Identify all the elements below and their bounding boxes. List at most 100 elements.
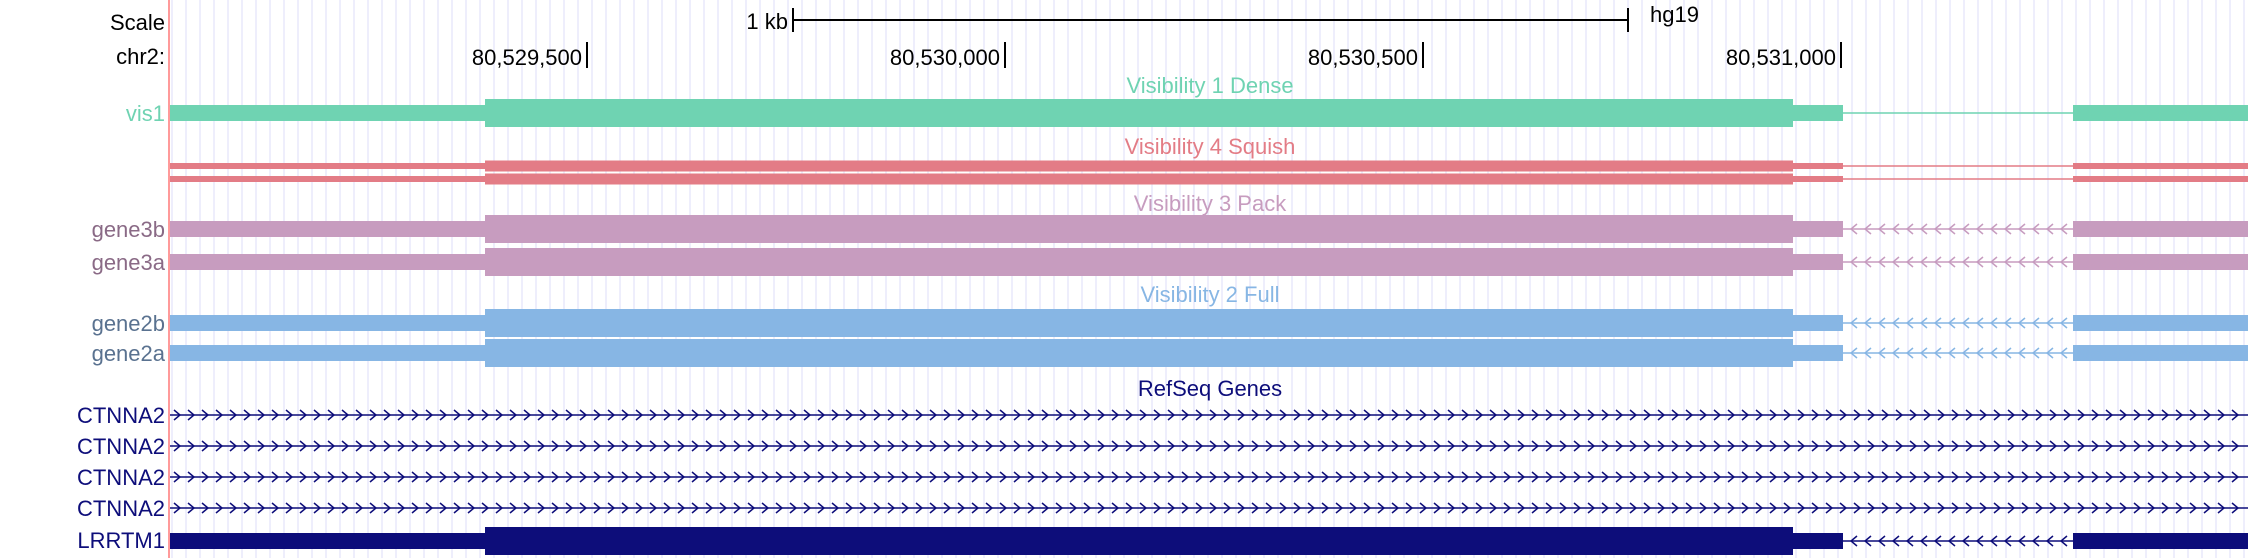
ctnna2-strand-arrow [201,409,210,421]
ctnna2-strand-arrow [215,471,224,483]
ctnna2-strand-arrow [1195,471,1204,483]
ctnna2-strand-arrow [1713,471,1722,483]
ctnna2-strand-arrow [635,502,644,514]
gene3b-feature-strand-arrow [2017,223,2026,235]
track-title-vis3[interactable]: Visibility 3 Pack [1133,191,1287,216]
gene-label-ctnna2[interactable]: CTNNA2 [76,465,165,490]
ctnna2-strand-arrow [1881,471,1890,483]
gene2a-feature-strand-arrow [2059,347,2068,359]
ctnna2-strand-arrow [1363,409,1372,421]
ctnna2-strand-arrow [1587,409,1596,421]
ctnna2-strand-arrow [929,502,938,514]
ctnna2-strand-arrow [1741,502,1750,514]
ctnna2-strand-arrow [1895,502,1904,514]
ctnna2-strand-arrow [607,471,616,483]
gene3a-feature-strand-arrow [1947,256,1956,268]
track-label-vis1[interactable]: vis1 [125,101,165,126]
ctnna2-strand-arrow [887,409,896,421]
gene3a-feature-strand-arrow [1877,256,1886,268]
ctnna2-strand-arrow [761,502,770,514]
track-title-refseq[interactable]: RefSeq Genes [1137,376,1283,401]
ctnna2-strand-arrow [1531,471,1540,483]
ctnna2-strand-arrow [425,471,434,483]
ctnna2-strand-arrow [481,471,490,483]
ctnna2-strand-arrow [383,409,392,421]
gene-label-ctnna2[interactable]: CTNNA2 [76,496,165,521]
gene3b-feature-strand-arrow [1905,223,1914,235]
ctnna2-strand-arrow [1993,409,2002,421]
gene-label-ctnna2[interactable]: CTNNA2 [76,434,165,459]
track-title-vis4[interactable]: Visibility 4 Squish [1124,134,1296,159]
ruler[interactable]: 1 kb hg19 80,529,500 80,530,000 80,530,5… [0,0,2250,80]
ctnna2-strand-arrow [299,502,308,514]
ctnna2-strand-arrow [1209,440,1218,452]
ctnna2-strand-arrow [1993,502,2002,514]
ctnna2-strand-arrow [187,409,196,421]
ctnna2-strand-arrow [1755,440,1764,452]
ctnna2-strand-arrow [2077,440,2086,452]
gene-label-gene2a[interactable]: gene2a [91,341,165,366]
track-title-vis2[interactable]: Visibility 2 Full [1140,282,1280,307]
ctnna2-strand-arrow [1825,471,1834,483]
ctnna2-strand-arrow [691,409,700,421]
ctnna2-strand-arrow [1629,502,1638,514]
vis4-feature-utr [2073,163,2248,169]
ctnna2-strand-arrow [1839,409,1848,421]
ctnna2-strand-arrow [173,471,182,483]
ctnna2-strand-arrow [1419,409,1428,421]
ctnna2-strand-arrow [831,502,840,514]
ctnna2-strand-arrow [467,502,476,514]
gene-label-gene2b[interactable]: gene2b [91,311,165,336]
ctnna2-strand-arrow [425,440,434,452]
lrrtm1-feature-strand-arrow [1849,535,1858,547]
ctnna2-strand-arrow [1013,471,1022,483]
ctnna2-strand-arrow [1321,409,1330,421]
ctnna2-strand-arrow [1587,502,1596,514]
ctnna2-strand-arrow [2189,502,2198,514]
ctnna2-strand-arrow [1615,440,1624,452]
track-title-vis1[interactable]: Visibility 1 Dense [1126,73,1294,98]
ctnna2-strand-arrow [1279,502,1288,514]
ctnna2-strand-arrow [2105,471,2114,483]
gene2b-feature-strand-arrow [1961,317,1970,329]
ctnna2-strand-arrow [691,502,700,514]
gene2b-feature-strand-arrow [2017,317,2026,329]
ctnna2-strand-arrow [173,502,182,514]
ctnna2-strand-arrow [397,409,406,421]
ctnna2-strand-arrow [1069,502,1078,514]
ctnna2-strand-arrow [1531,409,1540,421]
ctnna2-strand-arrow [523,440,532,452]
ctnna2-strand-arrow [397,471,406,483]
ctnna2-strand-arrow [2147,502,2156,514]
ctnna2-strand-arrow [859,471,868,483]
gene-label-ctnna2[interactable]: CTNNA2 [76,403,165,428]
ctnna2-strand-arrow [705,502,714,514]
ctnna2-strand-arrow [803,409,812,421]
ctnna2-strand-arrow [2049,409,2058,421]
gene-label-gene3b[interactable]: gene3b [91,217,165,242]
gene-label-gene3a[interactable]: gene3a [91,250,165,275]
gene3b-feature-strand-arrow [1989,223,1998,235]
ctnna2-strand-arrow [1293,409,1302,421]
ctnna2-strand-arrow [1419,502,1428,514]
gene2a-feature-strand-arrow [2045,347,2054,359]
ctnna2-strand-arrow [439,440,448,452]
gene3b-feature-utr [2073,221,2248,237]
ctnna2-strand-arrow [1433,440,1442,452]
gene3b-feature-strand-arrow [1863,223,1872,235]
gene-label-lrrtm1[interactable]: LRRTM1 [77,528,165,553]
ctnna2-strand-arrow [831,471,840,483]
ctnna2-strand-arrow [929,471,938,483]
gene3b-feature-utr [170,221,485,237]
ctnna2-strand-arrow [943,440,952,452]
ctnna2-strand-arrow [1027,409,1036,421]
ctnna2-strand-arrow [915,409,924,421]
gene2a-feature-utr [170,345,485,361]
ctnna2-strand-arrow [537,471,546,483]
ctnna2-strand-arrow [761,440,770,452]
ctnna2-strand-arrow [1377,471,1386,483]
ctnna2-strand-arrow [677,440,686,452]
ctnna2-strand-arrow [2175,440,2184,452]
